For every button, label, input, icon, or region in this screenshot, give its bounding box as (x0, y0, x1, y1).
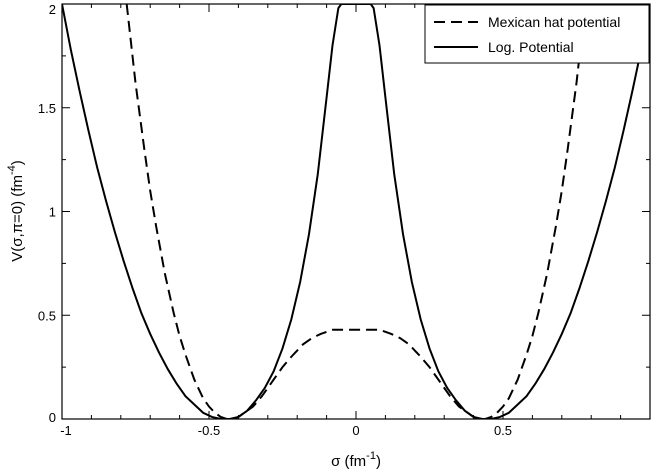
series-log-potential-line (62, 4, 650, 419)
x-tick-label: 0.5 (494, 423, 512, 438)
legend-label-log-potential: Log. Potential (488, 39, 574, 55)
series-layer (62, 4, 650, 419)
x-tick-label: 0 (352, 423, 359, 438)
x-tick-label: -1 (60, 423, 72, 438)
y-tick-label: 0.5 (38, 308, 56, 323)
legend-box (424, 4, 650, 64)
x-axis-ticks: -1 -0.5 0 0.5 (60, 4, 622, 438)
y-tick-label: 2 (49, 2, 56, 17)
series-mexican-hat-line (125, 4, 587, 419)
y-tick-label: 1.5 (38, 101, 56, 116)
plot-frame (61, 3, 651, 420)
x-tick-label: -0.5 (198, 423, 220, 438)
x-axis-title: σ (fm-1) (331, 450, 381, 470)
legend-label-mexican-hat: Mexican hat potential (488, 14, 620, 30)
legend: Mexican hat potential Log. Potential (424, 4, 650, 64)
y-axis-title: V(σ,π=0) (fm-4) (6, 160, 26, 261)
y-axis-ticks: 0 0.5 1 1.5 2 (38, 2, 650, 425)
y-tick-label: 1 (49, 205, 56, 220)
y-tick-label: 0 (49, 410, 56, 425)
